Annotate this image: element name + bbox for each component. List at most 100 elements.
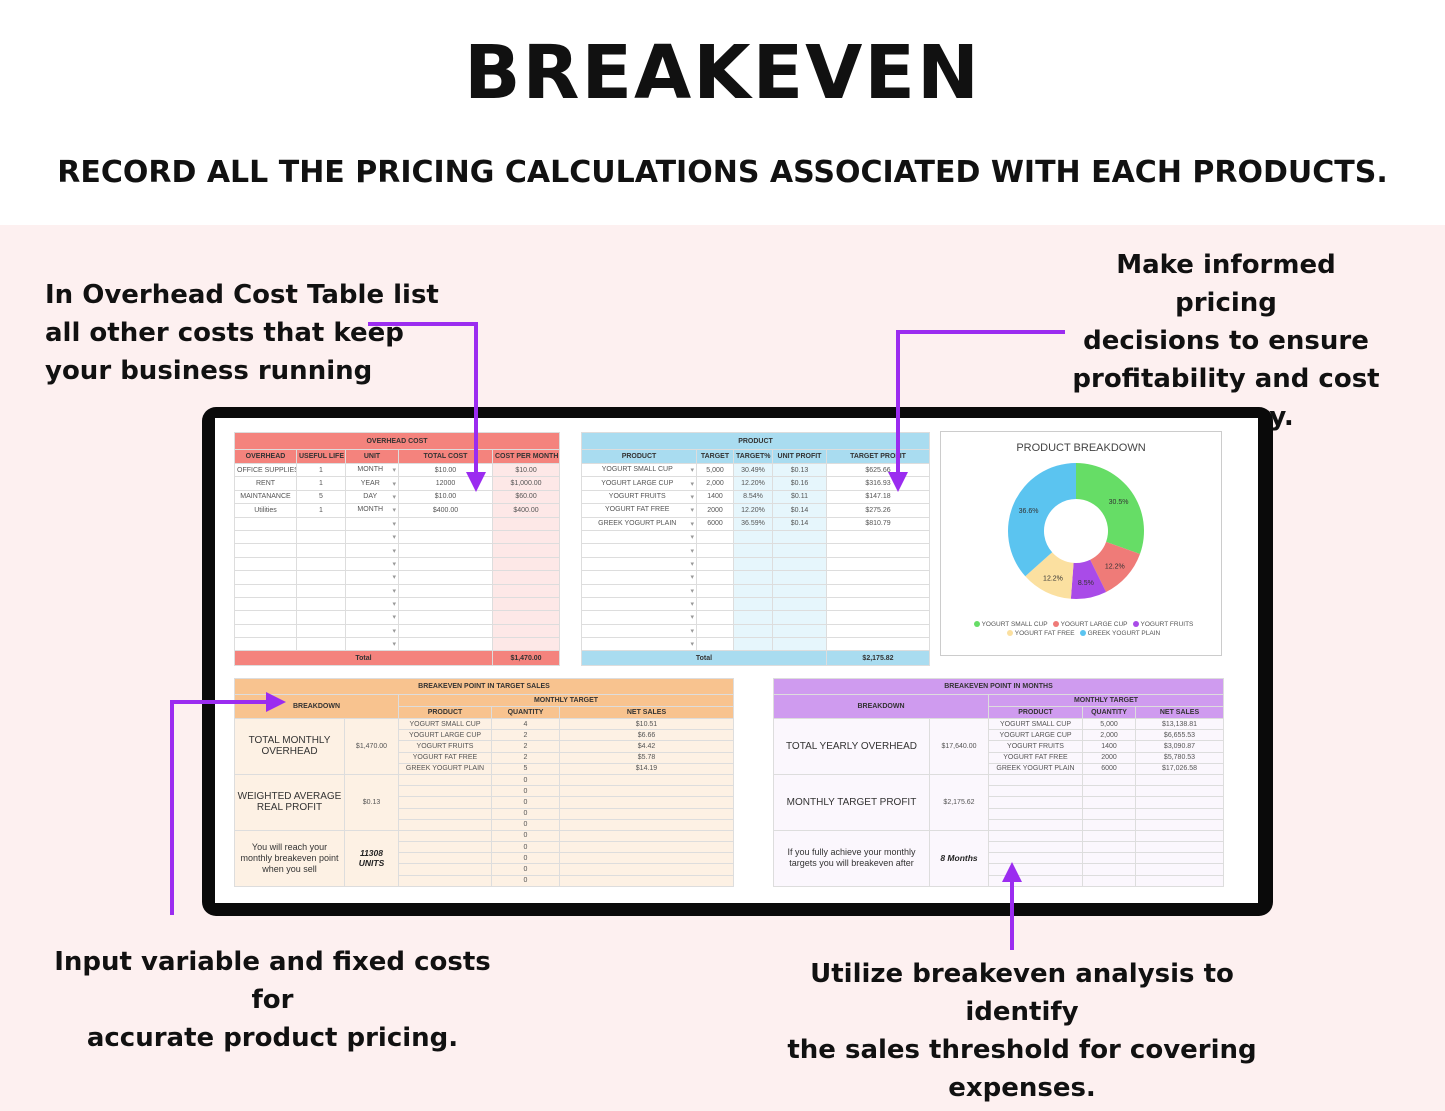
dropdown-icon[interactable]: ▾ (392, 587, 396, 595)
table-cell[interactable]: $0.14 (772, 503, 827, 518)
table-cell[interactable] (491, 583, 561, 598)
table-cell[interactable] (234, 556, 297, 572)
dropdown-icon[interactable]: ▾ (690, 574, 694, 582)
table-cell[interactable] (825, 610, 931, 625)
table-cell[interactable]: ▾ (581, 570, 697, 585)
dropdown-icon[interactable]: ▾ (690, 641, 694, 649)
dropdown-icon[interactable]: ▾ (392, 574, 396, 582)
table-cell[interactable]: ▾ (345, 583, 399, 598)
table-cell[interactable] (234, 529, 297, 545)
dropdown-icon[interactable]: ▾ (690, 493, 694, 501)
table-cell[interactable] (398, 570, 493, 585)
dropdown-icon[interactable]: ▾ (392, 507, 396, 515)
dropdown-icon[interactable]: ▾ (690, 534, 694, 542)
dropdown-icon[interactable]: ▾ (690, 560, 694, 568)
table-cell[interactable] (772, 623, 827, 639)
table-cell[interactable]: YOGURT FRUITS ▾ (581, 489, 697, 505)
table-cell[interactable] (398, 529, 493, 545)
table-cell[interactable]: $60.00 (491, 489, 561, 505)
table-cell[interactable]: ▾ (345, 610, 399, 625)
table-cell[interactable]: 1400 (696, 489, 734, 505)
dropdown-icon[interactable]: ▾ (690, 547, 694, 555)
table-cell[interactable] (491, 516, 561, 531)
dropdown-icon[interactable]: ▾ (392, 547, 396, 555)
dropdown-icon[interactable]: ▾ (690, 467, 694, 475)
table-cell[interactable] (398, 637, 493, 652)
table-cell[interactable] (825, 543, 931, 558)
table-cell[interactable]: $10.00 (491, 462, 561, 478)
table-cell[interactable]: ▾ (581, 583, 697, 598)
table-cell[interactable]: 36.59% (733, 516, 773, 531)
table-cell[interactable] (825, 637, 931, 652)
table-cell[interactable]: MONTH ▾ (345, 503, 399, 518)
table-cell[interactable]: MONTH ▾ (345, 462, 399, 478)
table-cell[interactable]: ▾ (581, 637, 697, 652)
table-cell[interactable] (696, 637, 734, 652)
dropdown-icon[interactable]: ▾ (392, 641, 396, 649)
table-cell[interactable] (825, 583, 931, 598)
table-cell[interactable]: 2,000 (696, 476, 734, 491)
table-cell[interactable] (696, 583, 734, 598)
table-cell[interactable]: $1,000.00 (491, 476, 561, 491)
dropdown-icon[interactable]: ▾ (690, 601, 694, 609)
dropdown-icon[interactable]: ▾ (690, 507, 694, 515)
table-cell[interactable]: ▾ (581, 556, 697, 572)
dropdown-icon[interactable]: ▾ (392, 467, 396, 475)
table-cell[interactable]: $400.00 (398, 503, 493, 518)
dropdown-icon[interactable]: ▾ (690, 587, 694, 595)
dropdown-icon[interactable]: ▾ (392, 601, 396, 609)
table-cell[interactable]: GREEK YOGURT PLAIN ▾ (581, 516, 697, 531)
dropdown-icon[interactable]: ▾ (392, 614, 396, 622)
dropdown-icon[interactable]: ▾ (392, 480, 396, 488)
table-cell[interactable] (398, 623, 493, 639)
table-cell[interactable]: OFFICE SUPPLIES (234, 462, 297, 478)
table-cell[interactable] (491, 529, 561, 545)
table-cell[interactable] (296, 596, 346, 612)
table-cell[interactable]: ▾ (345, 516, 399, 531)
table-cell[interactable]: ▾ (345, 637, 399, 652)
table-cell[interactable] (772, 637, 827, 652)
table-cell[interactable]: ▾ (581, 543, 697, 558)
table-cell[interactable] (398, 556, 493, 572)
dropdown-icon[interactable]: ▾ (392, 534, 396, 542)
table-cell[interactable]: ▾ (581, 596, 697, 612)
table-cell[interactable] (696, 570, 734, 585)
dropdown-icon[interactable]: ▾ (392, 627, 396, 635)
dropdown-icon[interactable]: ▾ (690, 627, 694, 635)
table-cell[interactable] (234, 610, 297, 625)
table-cell[interactable]: $0.14 (772, 516, 827, 531)
table-cell[interactable]: ▾ (581, 623, 697, 639)
dropdown-icon[interactable]: ▾ (690, 480, 694, 488)
table-cell[interactable]: $810.79 (825, 516, 931, 531)
table-cell[interactable]: ▾ (345, 556, 399, 572)
table-cell[interactable] (733, 637, 773, 652)
table-cell[interactable]: RENT (234, 476, 297, 491)
dropdown-icon[interactable]: ▾ (690, 614, 694, 622)
table-cell[interactable] (825, 623, 931, 639)
table-cell[interactable]: YEAR ▾ (345, 476, 399, 491)
table-cell[interactable] (234, 516, 297, 531)
table-cell[interactable] (491, 556, 561, 572)
table-cell[interactable] (733, 610, 773, 625)
table-cell[interactable]: $275.26 (825, 503, 931, 518)
table-cell[interactable]: ▾ (345, 596, 399, 612)
table-cell[interactable] (234, 637, 297, 652)
table-cell[interactable]: ▾ (345, 623, 399, 639)
table-cell[interactable]: $400.00 (491, 503, 561, 518)
table-cell[interactable] (696, 556, 734, 572)
table-cell[interactable] (398, 543, 493, 558)
table-cell[interactable] (234, 570, 297, 585)
table-cell[interactable] (296, 637, 346, 652)
dropdown-icon[interactable]: ▾ (690, 520, 694, 528)
table-cell[interactable] (296, 583, 346, 598)
table-cell[interactable] (772, 556, 827, 572)
table-cell[interactable] (733, 570, 773, 585)
table-cell[interactable]: 2000 (696, 503, 734, 518)
table-cell[interactable] (491, 623, 561, 639)
table-cell[interactable] (234, 543, 297, 558)
dropdown-icon[interactable]: ▾ (392, 493, 396, 501)
table-cell[interactable] (491, 637, 561, 652)
table-cell[interactable] (398, 516, 493, 531)
table-cell[interactable]: 8.54% (733, 489, 773, 505)
table-cell[interactable]: 6000 (696, 516, 734, 531)
